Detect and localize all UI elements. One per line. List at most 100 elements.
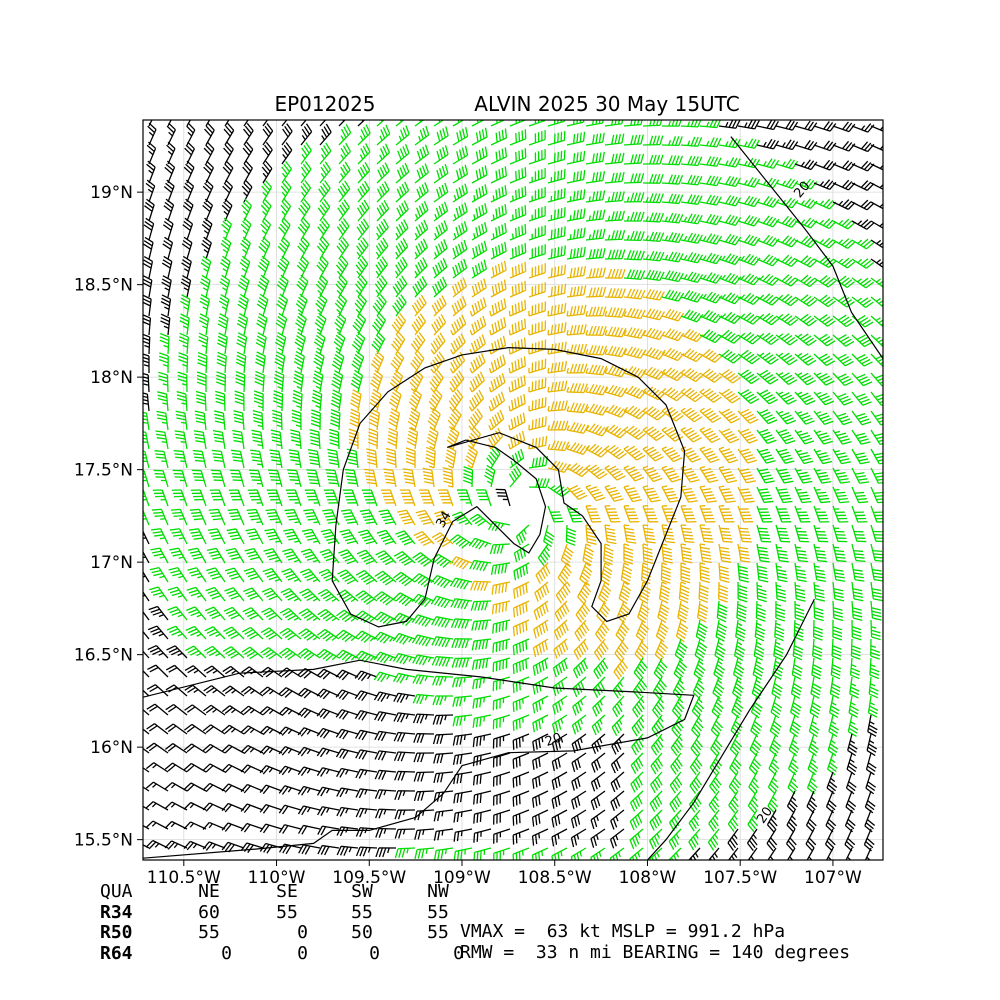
wind-barb (699, 348, 723, 363)
wind-barb (331, 369, 344, 393)
wind-barb (471, 240, 488, 260)
wind-barb (813, 505, 830, 523)
wind-barb (813, 159, 837, 171)
wind-barb (236, 313, 249, 336)
wind-barb (604, 120, 624, 127)
wind-barb (432, 257, 448, 279)
table-row: R34 60 55 55 55 (100, 901, 474, 924)
wind-barb (566, 246, 586, 260)
wind-barb (775, 158, 799, 170)
wind-barb (163, 198, 175, 222)
cell-ne: 0 (221, 942, 232, 964)
wind-barb (448, 389, 464, 412)
wind-barb (233, 410, 245, 431)
wind-barb (426, 426, 439, 450)
wind-barb (493, 847, 511, 860)
wind-barb (145, 762, 169, 773)
wind-barb (363, 468, 378, 488)
wind-barb (414, 200, 429, 222)
wind-barb (552, 676, 568, 697)
wind-barb (851, 581, 864, 602)
wind-barb (661, 387, 685, 402)
wind-barb (259, 725, 283, 736)
wind-barb (718, 485, 736, 503)
wind-barb (492, 657, 511, 673)
cell-se: 55 (276, 901, 298, 923)
wind-barb (766, 828, 778, 852)
wind-barb (813, 410, 834, 426)
wind-barb (794, 505, 811, 523)
wind-barb (376, 143, 391, 165)
wind-barb (591, 752, 606, 773)
wind-barb (154, 450, 169, 469)
wind-barb (661, 308, 685, 322)
wind-barb (143, 550, 150, 564)
wind-barb (184, 723, 207, 735)
wind-barb (414, 257, 428, 279)
wind-barb (775, 505, 792, 523)
wind-barb (660, 562, 672, 584)
wind-barb (143, 786, 150, 792)
wind-barb (547, 264, 567, 279)
wind-barb (150, 547, 169, 564)
wind-barb (473, 828, 492, 843)
wind-barb (509, 224, 527, 241)
wind-barb (203, 685, 226, 697)
wind-barb (240, 803, 264, 814)
wind-barb (299, 568, 321, 583)
wind-barb (688, 809, 701, 832)
wind-barb (532, 638, 549, 658)
wind-barb (143, 747, 150, 754)
wind-barb (767, 771, 779, 795)
wind-barb (201, 217, 213, 241)
wind-barb (731, 695, 744, 719)
wind-barb (319, 142, 332, 165)
wind-barb (680, 562, 691, 584)
wind-barb (851, 619, 862, 641)
wind-barb (585, 209, 606, 222)
wind-barb (278, 785, 302, 795)
wind-barb (468, 537, 492, 550)
wind-barb (547, 484, 571, 497)
wind-barb (184, 684, 207, 697)
wind-barb (680, 407, 703, 423)
wind-barb (241, 179, 253, 203)
header-se: SE (276, 881, 298, 902)
wind-barb (870, 201, 883, 210)
y-tick-label: 17°N (90, 553, 133, 573)
wind-barb (471, 657, 492, 670)
wind-barb (251, 429, 264, 450)
wind-barb (775, 120, 799, 131)
wind-barb (528, 263, 546, 279)
wind-barb (295, 312, 307, 336)
wind-barb (585, 443, 609, 458)
wind-barb (756, 138, 780, 150)
wind-barb (775, 293, 799, 307)
wind-barb (152, 489, 169, 507)
wind-barb (471, 127, 488, 146)
wind-barb (348, 428, 359, 450)
wind-barb (411, 573, 435, 588)
wind-barb (471, 184, 488, 203)
wind-barb (378, 509, 397, 526)
wind-barb (432, 276, 448, 298)
wind-barb (808, 733, 819, 757)
wind-barb (851, 141, 875, 153)
wind-barb (756, 293, 780, 306)
wind-barb (260, 198, 272, 222)
wind-barb (768, 752, 780, 776)
wind-barb (146, 723, 169, 735)
wind-barb (590, 847, 606, 860)
wind-barb (473, 790, 492, 805)
wind-barb (376, 199, 390, 222)
wind-barb (718, 368, 741, 384)
wind-barb (629, 828, 644, 850)
wind-barb (373, 671, 397, 683)
wind-barb (394, 809, 416, 820)
wind-barb (146, 703, 169, 716)
wind-barb (572, 695, 587, 716)
wind-barb (166, 645, 188, 659)
wind-barb (571, 733, 587, 754)
wind-barb (642, 193, 664, 204)
wind-barb (593, 657, 609, 680)
